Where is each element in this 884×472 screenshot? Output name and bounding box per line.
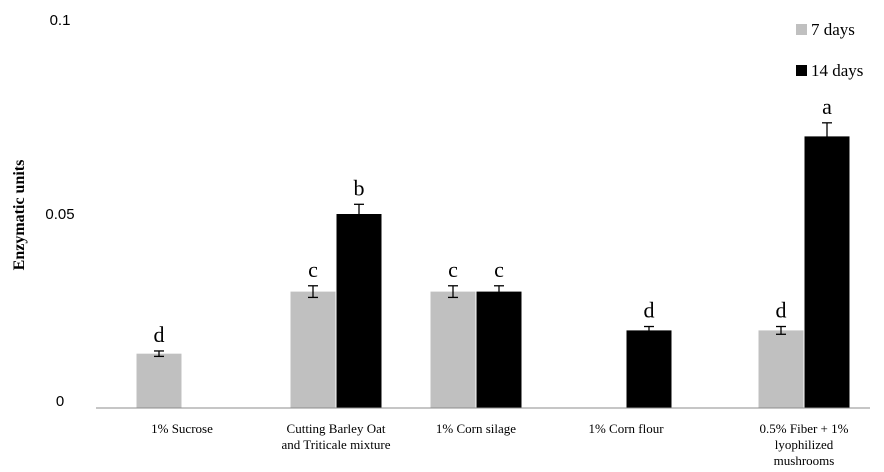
- significance-letter: c: [494, 257, 504, 282]
- bar: [626, 330, 672, 408]
- y-axis-ticks: 0 0.05 0.1: [45, 12, 74, 410]
- error-bar: [354, 203, 364, 225]
- bar: [336, 214, 382, 408]
- category-label: 1% Sucrose: [151, 421, 213, 436]
- significance-letter: d: [644, 298, 655, 323]
- y-tick-label: 0.05: [45, 206, 74, 223]
- error-bar: [494, 285, 504, 299]
- category-label: 1% Corn flour: [588, 421, 664, 436]
- error-bar: [308, 285, 318, 299]
- significance-letter: c: [308, 257, 318, 282]
- bar: [758, 330, 804, 408]
- y-tick-label: 0.1: [50, 12, 71, 29]
- category-labels: 1% Sucrose Cutting Barley Oat and Tritical…: [151, 421, 849, 468]
- bar: [430, 291, 476, 408]
- error-bar: [822, 122, 832, 151]
- legend-label: 14 days: [811, 61, 863, 80]
- bar: [136, 353, 182, 408]
- y-tick-label: 0: [56, 393, 64, 410]
- significance-letter: c: [448, 257, 458, 282]
- significance-letter: d: [154, 322, 165, 347]
- category-label: 0.5% Fiber + 1% lyophilized mushrooms: [760, 421, 849, 468]
- error-bar: [644, 325, 654, 335]
- y-axis-label: Enzymatic units: [11, 160, 28, 271]
- error-bar: [448, 285, 458, 299]
- bar: [476, 291, 522, 408]
- legend-swatch: [796, 24, 807, 35]
- category-label: 1% Corn silage: [436, 421, 516, 436]
- significance-letter: d: [776, 298, 787, 323]
- bar: [804, 136, 850, 408]
- category-label: Cutting Barley Oat and Triticale mixture: [281, 421, 390, 452]
- legend: 7 days 14 days: [796, 20, 863, 80]
- legend-swatch: [796, 65, 807, 76]
- bar: [290, 291, 336, 408]
- bars: d c c d b c d a: [136, 94, 850, 408]
- error-bar: [776, 325, 786, 335]
- significance-letter: b: [354, 175, 365, 200]
- significance-letter: a: [822, 94, 832, 119]
- error-bar: [154, 350, 164, 358]
- legend-label: 7 days: [811, 20, 855, 39]
